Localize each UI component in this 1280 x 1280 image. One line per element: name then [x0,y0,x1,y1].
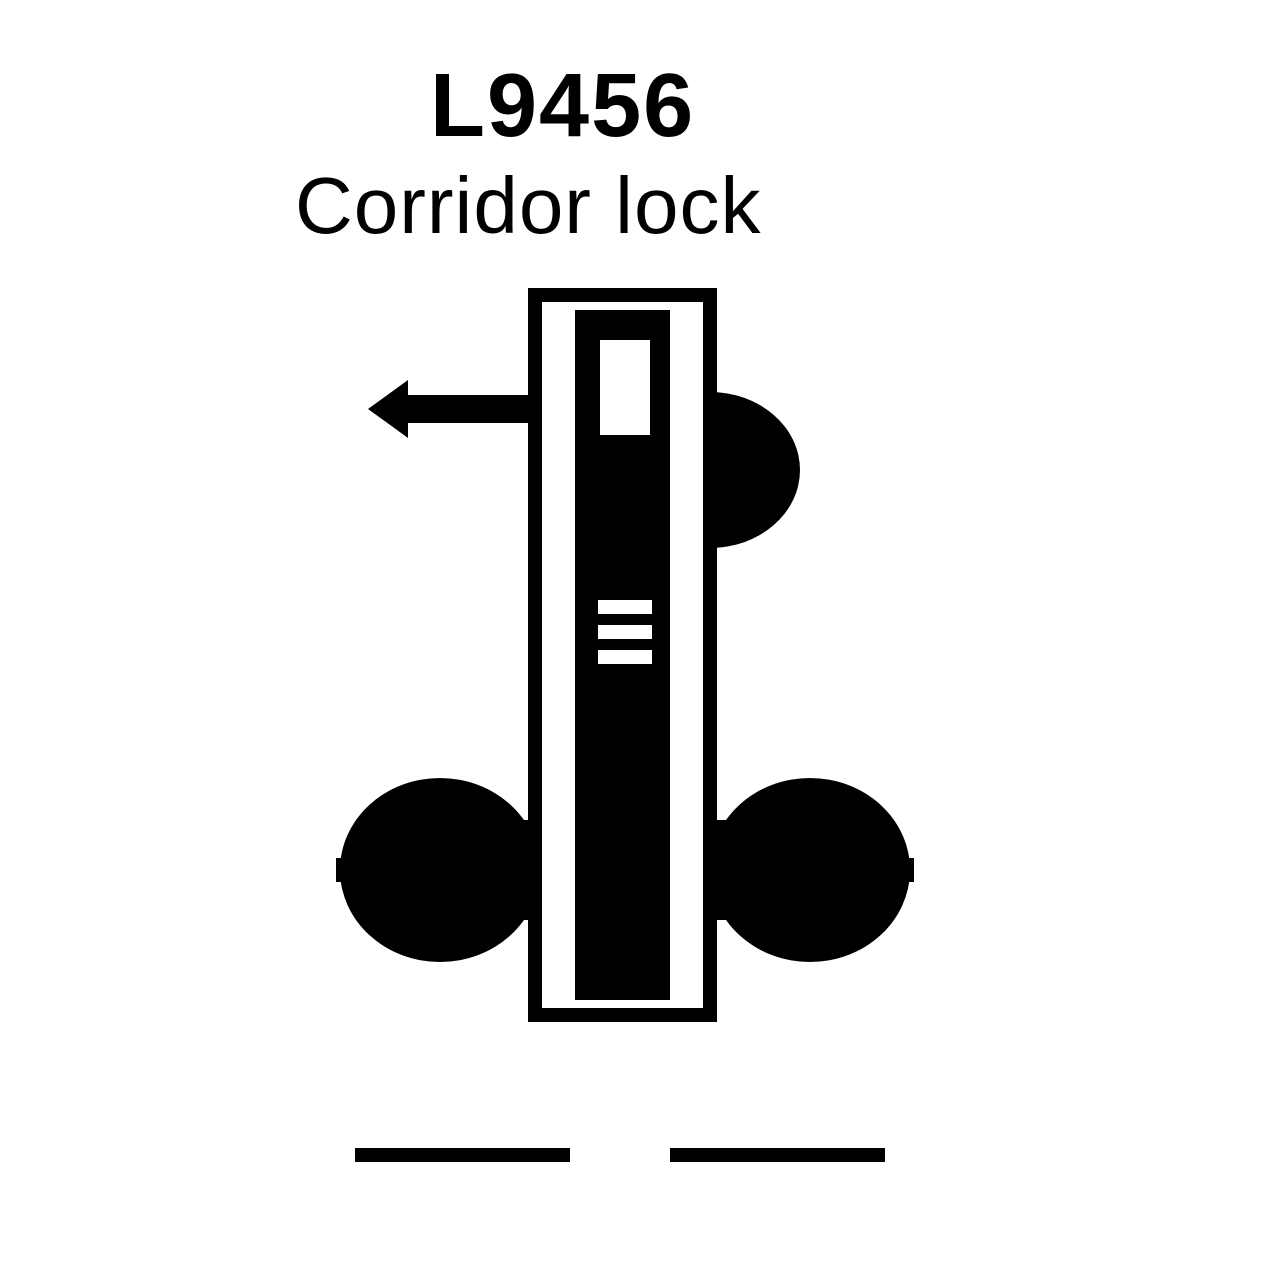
latch-slot [598,600,652,614]
thumbturn-stem [408,395,528,423]
knob-right-stem [874,858,914,882]
knob-left-stem [336,858,376,882]
latch-slot [598,650,652,664]
cylinder-window [600,340,650,435]
lock-diagram [0,0,1280,1280]
cylinder-dome-icon [710,392,800,548]
diagram-canvas: L9456 Corridor lock [0,0,1280,1280]
thumbturn-head-icon [368,380,408,438]
latch-slot [598,625,652,639]
